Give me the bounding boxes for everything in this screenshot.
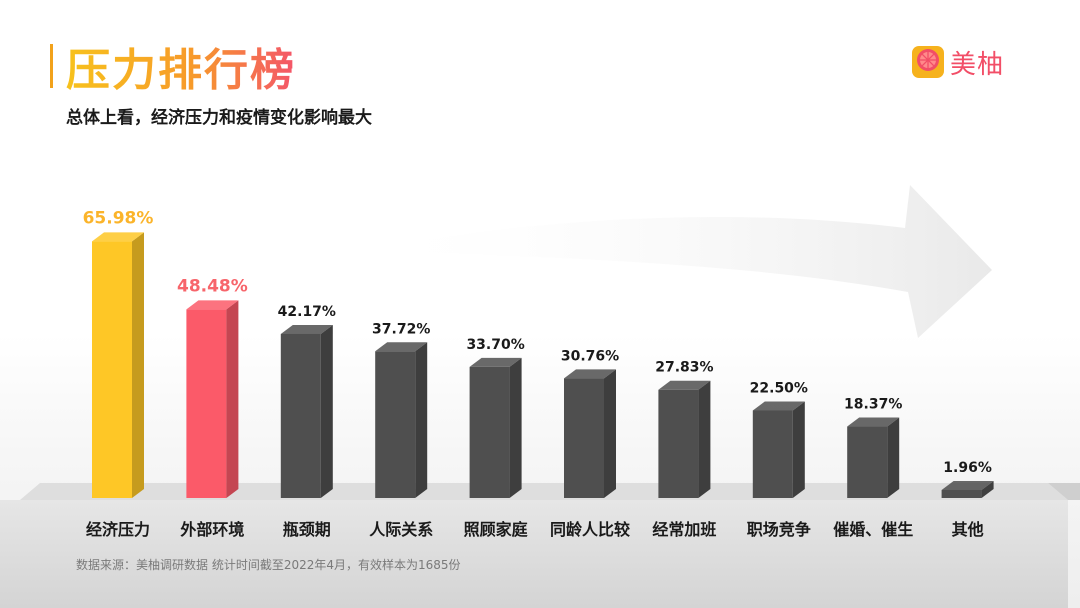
value-label: 1.96%: [943, 460, 992, 476]
bar-top: [941, 481, 994, 490]
value-label: 18.37%: [844, 397, 902, 413]
value-label: 37.72%: [372, 321, 430, 337]
category-label: 经济压力: [86, 520, 150, 539]
bar-side: [509, 357, 522, 498]
value-label: 65.98%: [83, 208, 154, 228]
bar-front: [847, 426, 888, 498]
bar-front: [564, 378, 604, 498]
bar-front: [280, 333, 321, 498]
floor-front: [0, 500, 1068, 608]
bar-side: [887, 417, 900, 498]
bar-side: [792, 401, 805, 498]
bar-top: [658, 380, 711, 390]
bar-front: [658, 389, 699, 498]
bar: [92, 232, 144, 498]
bar-side: [132, 232, 144, 498]
bar-front: [941, 490, 982, 498]
value-label: 27.83%: [655, 360, 713, 376]
labels-group: 65.98% 经济压力 48.48% 外部环境 42.17% 瓶颈期 37.72% 人际关系 3…: [83, 208, 992, 539]
bar-side: [698, 380, 711, 498]
brand-name: 美柚: [950, 49, 1005, 80]
trend-arrow-decoration: [360, 185, 992, 338]
value-label: 22.50%: [750, 380, 808, 396]
bar: [564, 369, 616, 498]
category-label: 经常加班: [652, 520, 716, 539]
bar-side: [604, 369, 616, 498]
grapefruit-logo-icon: [912, 46, 944, 78]
category-label: 其他: [952, 520, 984, 539]
bar-top: [469, 357, 522, 367]
page-subtitle: 总体上看，经济压力和疫情变化影响最大: [66, 108, 372, 128]
bar-side: [226, 300, 239, 498]
bar-side: [415, 342, 428, 498]
bar-top: [92, 232, 144, 242]
brand-logo: 美柚: [912, 44, 1004, 80]
bar-top: [186, 300, 239, 310]
bar: [186, 300, 239, 498]
bar: [469, 357, 522, 498]
category-label: 外部环境: [179, 520, 244, 539]
bar: [658, 380, 711, 498]
bar: [847, 417, 900, 498]
value-label: 33.70%: [466, 337, 524, 353]
category-label: 职场竞争: [747, 520, 811, 539]
category-label: 同龄人比较: [550, 520, 630, 539]
bar-top: [280, 324, 333, 334]
bar: [752, 401, 805, 498]
value-label: 42.17%: [278, 304, 336, 320]
page-title: 压力排行榜: [66, 34, 296, 98]
floor-top: [20, 483, 1068, 500]
category-label: 瓶颈期: [283, 520, 331, 539]
bar-top: [752, 401, 805, 411]
category-label: 催婚、催生: [833, 520, 913, 539]
bar-side: [981, 481, 994, 498]
title-accent-bar: [50, 44, 53, 88]
bar: [375, 342, 428, 498]
category-label: 人际关系: [369, 520, 433, 539]
bar-front: [186, 309, 227, 498]
bar-top: [564, 369, 616, 379]
bar-top: [375, 342, 428, 352]
value-label: 48.48%: [177, 276, 248, 296]
floor-side: [1048, 483, 1080, 500]
bar: [941, 481, 994, 498]
data-source-note: 数据来源：美柚调研数据 统计时间截至2022年4月，有效样本为1685份: [76, 558, 461, 572]
bar-front: [375, 351, 416, 498]
bars-group: [92, 232, 994, 498]
bar-top: [847, 417, 900, 427]
bar: [280, 324, 333, 498]
bar-front: [752, 410, 793, 498]
category-label: 照顾家庭: [464, 520, 528, 539]
bar-front: [469, 366, 510, 498]
value-label: 30.76%: [561, 348, 619, 364]
bar-side: [320, 324, 333, 498]
bar-front: [92, 241, 132, 498]
